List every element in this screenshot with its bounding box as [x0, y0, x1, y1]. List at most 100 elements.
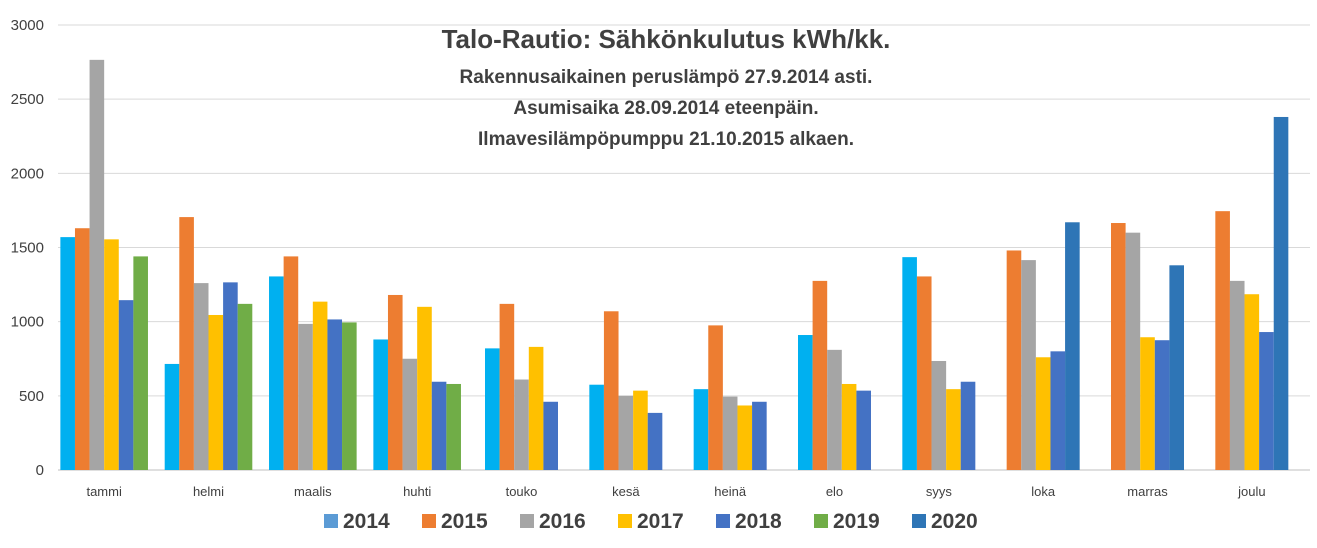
y-tick-label: 1500 — [11, 240, 44, 257]
bar-touko-2017 — [528, 346, 544, 470]
bar-maalis-2014 — [269, 276, 284, 470]
bar-helmi-2016 — [193, 283, 209, 470]
legend-swatch — [912, 514, 926, 528]
bar-maalis-2017 — [312, 301, 328, 470]
legend-swatch — [618, 514, 632, 528]
bar-syys-2016 — [931, 360, 947, 470]
gridlines — [58, 24, 1310, 471]
bar-kesä-2015 — [603, 311, 619, 470]
bars — [60, 59, 1289, 471]
bar-marras-2020 — [1169, 265, 1184, 470]
bar-kesä-2017 — [633, 390, 648, 470]
y-tick-label: 0 — [36, 462, 44, 479]
bar-tammi-2016 — [89, 59, 105, 471]
bar-kesä-2018 — [647, 412, 663, 470]
bar-touko-2015 — [499, 303, 515, 470]
bar-elo-2018 — [856, 390, 871, 470]
x-tick-label: syys — [926, 484, 953, 499]
bar-kesä-2016 — [618, 395, 634, 470]
bar-joulu-2016 — [1229, 280, 1245, 471]
bar-marras-2015 — [1111, 223, 1126, 470]
y-tick-label: 2500 — [11, 91, 44, 108]
bar-loka-2016 — [1021, 260, 1036, 470]
bar-tammi-2015 — [74, 228, 90, 470]
x-axis-category-labels: tammi helmi maalis huhti touko kesä heinä elo sy… — [86, 484, 1265, 499]
legend-swatch — [324, 514, 338, 528]
bar-maalis-2015 — [283, 256, 299, 470]
chart-title: Talo-Rautio: Sähkönkulutus kWh/kk. Rakenn… — [442, 24, 891, 150]
bar-heinä-2016 — [722, 396, 738, 470]
legend-label: 2020 — [931, 510, 978, 533]
bar-syys-2017 — [946, 389, 961, 470]
bar-touko-2014 — [485, 348, 500, 470]
bar-helmi-2018 — [223, 282, 238, 470]
bar-marras-2016 — [1125, 232, 1141, 470]
legend-label: 2018 — [735, 510, 782, 533]
chart-title-main: Talo-Rautio: Sähkönkulutus kWh/kk. — [442, 24, 891, 54]
bar-maalis-2018 — [327, 319, 343, 470]
bar-marras-2018 — [1154, 340, 1170, 470]
bar-syys-2015 — [916, 276, 932, 470]
legend-label: 2016 — [539, 510, 586, 533]
legend-swatch — [422, 514, 436, 528]
x-tick-label: huhti — [403, 484, 431, 499]
x-tick-label: marras — [1127, 484, 1168, 499]
bar-huhti-2019 — [446, 383, 461, 470]
x-tick-label: helmi — [193, 484, 224, 499]
bar-helmi-2014 — [164, 363, 180, 470]
x-tick-label: maalis — [294, 484, 332, 499]
y-tick-label: 1000 — [11, 314, 44, 331]
chart-title-line: Asumisaika 28.09.2014 eteenpäin. — [513, 98, 818, 119]
bar-tammi-2018 — [118, 300, 134, 470]
bar-loka-2017 — [1035, 357, 1051, 470]
bar-heinä-2015 — [708, 325, 723, 471]
bar-marras-2017 — [1140, 337, 1155, 470]
bar-huhti-2015 — [387, 294, 403, 470]
x-tick-label: tammi — [86, 484, 122, 499]
legend-swatch — [716, 514, 730, 528]
bar-loka-2015 — [1006, 250, 1022, 470]
bar-touko-2016 — [514, 379, 529, 470]
chart-title-line: Rakennusaikainen peruslämpö 27.9.2014 as… — [460, 67, 873, 88]
bar-heinä-2018 — [752, 401, 767, 470]
y-tick-label: 3000 — [11, 17, 44, 34]
bar-elo-2014 — [798, 335, 813, 470]
bar-helmi-2017 — [208, 314, 224, 470]
legend-label: 2015 — [441, 510, 488, 533]
bar-elo-2016 — [827, 349, 842, 470]
y-axis-tick-labels: 0 500 1000 1500 2000 2500 3000 — [11, 17, 44, 479]
bar-joulu-2020 — [1273, 116, 1289, 470]
bar-tammi-2014 — [60, 237, 75, 470]
bar-loka-2020 — [1065, 222, 1080, 470]
x-tick-label: heinä — [714, 484, 747, 499]
legend-swatch — [520, 514, 534, 528]
y-tick-label: 2000 — [11, 165, 44, 182]
chart-title-line: Ilmavesilämpöpumppu 21.10.2015 alkaen. — [478, 129, 854, 150]
x-tick-label: joulu — [1237, 484, 1265, 499]
bar-helmi-2015 — [179, 217, 194, 470]
legend-label: 2014 — [343, 510, 390, 533]
bar-touko-2018 — [543, 401, 558, 470]
bar-huhti-2014 — [373, 339, 388, 470]
y-tick-label: 500 — [19, 388, 44, 405]
bar-heinä-2014 — [693, 389, 709, 470]
bar-syys-2018 — [960, 381, 976, 470]
bar-joulu-2015 — [1215, 211, 1230, 470]
bar-huhti-2016 — [402, 358, 418, 470]
bar-helmi-2019 — [237, 303, 253, 470]
bar-joulu-2018 — [1259, 332, 1274, 470]
bar-syys-2014 — [902, 257, 917, 470]
x-tick-label: elo — [826, 484, 843, 499]
bar-joulu-2017 — [1244, 294, 1260, 470]
bar-huhti-2017 — [417, 306, 432, 470]
bar-elo-2015 — [812, 280, 828, 471]
legend-label: 2019 — [833, 510, 880, 533]
legend: 2014 2015 2016 2017 2018 2019 2020 — [324, 510, 978, 533]
bar-tammi-2017 — [104, 239, 119, 470]
x-tick-label: kesä — [612, 484, 640, 499]
bar-huhti-2018 — [431, 381, 447, 470]
x-tick-label: touko — [506, 484, 538, 499]
x-tick-label: loka — [1031, 484, 1056, 499]
